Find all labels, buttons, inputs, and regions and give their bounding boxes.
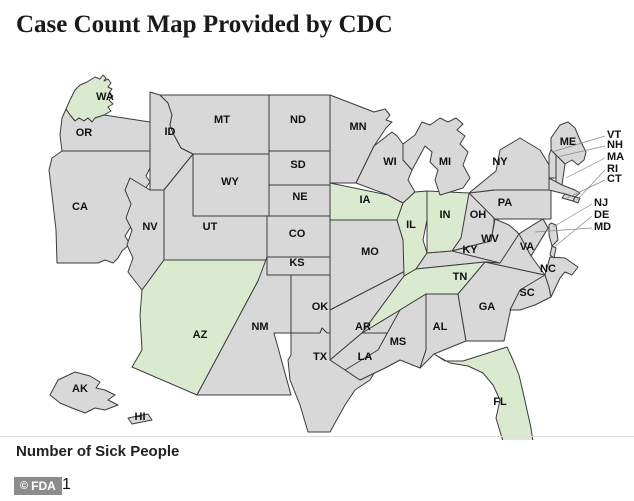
svg-text:NM: NM xyxy=(251,321,268,333)
svg-text:HI: HI xyxy=(135,411,146,423)
svg-text:CO: CO xyxy=(289,228,306,240)
svg-text:NY: NY xyxy=(492,156,508,168)
svg-text:MN: MN xyxy=(349,121,366,133)
svg-text:PA: PA xyxy=(498,197,513,209)
svg-text:NV: NV xyxy=(142,221,158,233)
svg-text:OK: OK xyxy=(312,301,329,313)
svg-text:SD: SD xyxy=(290,159,305,171)
svg-text:NJ: NJ xyxy=(594,197,608,209)
svg-text:MS: MS xyxy=(390,336,407,348)
svg-text:TN: TN xyxy=(453,271,468,283)
svg-text:AL: AL xyxy=(433,321,448,333)
svg-text:DE: DE xyxy=(594,209,609,221)
svg-text:NE: NE xyxy=(292,191,307,203)
svg-text:WA: WA xyxy=(96,91,114,103)
svg-text:MD: MD xyxy=(594,221,611,233)
svg-text:GA: GA xyxy=(479,301,496,313)
svg-text:CA: CA xyxy=(72,201,88,213)
svg-text:NC: NC xyxy=(540,263,556,275)
svg-text:WV: WV xyxy=(481,233,499,245)
svg-text:ND: ND xyxy=(290,114,306,126)
svg-text:FL: FL xyxy=(493,396,507,408)
svg-text:OH: OH xyxy=(470,209,487,221)
svg-text:CT: CT xyxy=(607,173,622,185)
svg-text:WY: WY xyxy=(221,176,239,188)
svg-text:MA: MA xyxy=(607,151,624,163)
svg-text:KY: KY xyxy=(462,244,478,256)
svg-text:NH: NH xyxy=(607,139,623,151)
svg-text:VA: VA xyxy=(520,241,535,253)
svg-text:ME: ME xyxy=(560,136,577,148)
svg-text:MI: MI xyxy=(439,156,451,168)
svg-text:IA: IA xyxy=(360,194,371,206)
svg-text:TX: TX xyxy=(313,351,328,363)
svg-text:OR: OR xyxy=(76,127,93,139)
svg-text:AK: AK xyxy=(72,383,88,395)
svg-text:IN: IN xyxy=(440,209,451,221)
svg-text:MT: MT xyxy=(214,114,230,126)
svg-text:ID: ID xyxy=(165,126,176,138)
svg-text:SC: SC xyxy=(519,287,534,299)
svg-text:WI: WI xyxy=(383,156,396,168)
svg-text:UT: UT xyxy=(203,221,218,233)
svg-text:LA: LA xyxy=(358,351,373,363)
svg-text:AZ: AZ xyxy=(193,329,208,341)
svg-text:MO: MO xyxy=(361,246,379,258)
svg-text:AR: AR xyxy=(355,321,371,333)
svg-text:IL: IL xyxy=(406,219,416,231)
svg-text:KS: KS xyxy=(289,257,304,269)
